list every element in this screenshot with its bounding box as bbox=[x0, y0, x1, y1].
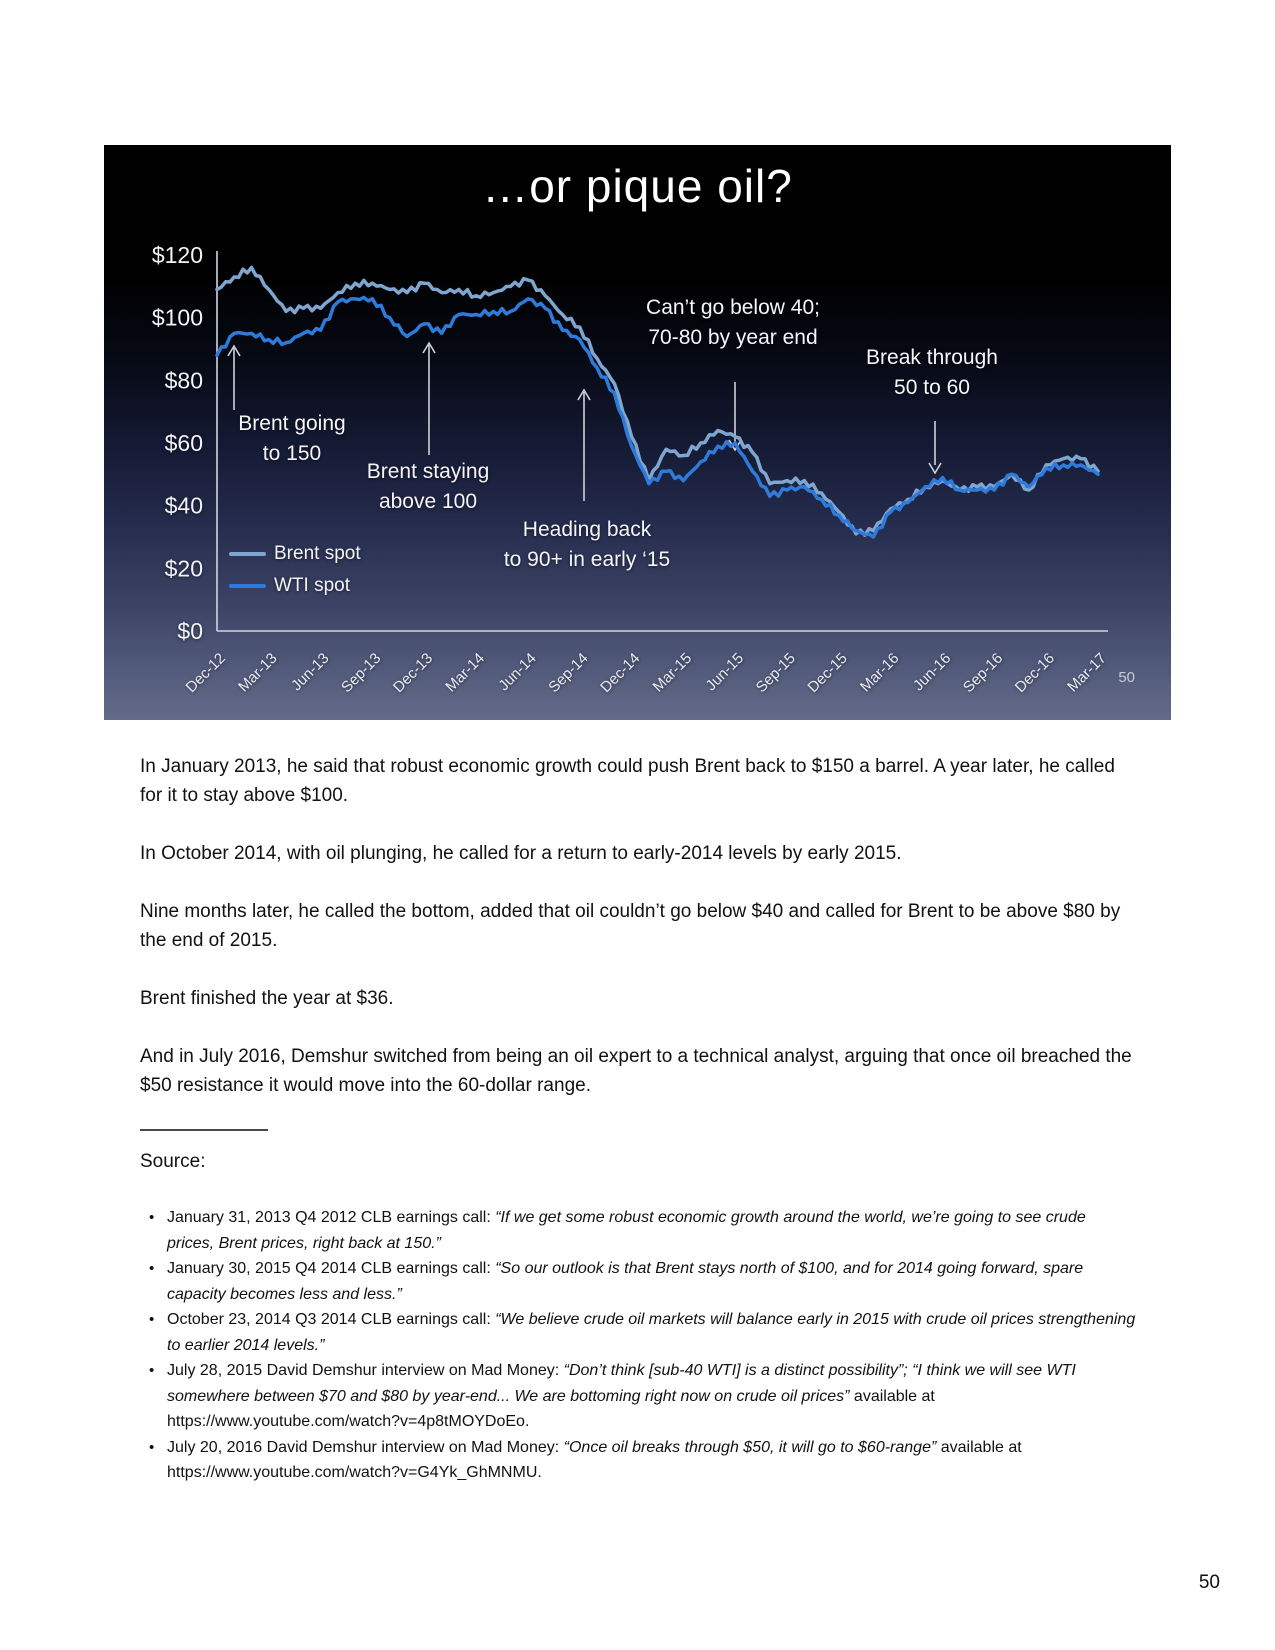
arrow-cant-go-below-40 bbox=[728, 382, 742, 452]
legend-label-brent: Brent spot bbox=[274, 543, 361, 564]
slide-title: …or pique oil? bbox=[482, 160, 793, 212]
source-item: July 28, 2015 David Demshur interview on… bbox=[140, 1358, 1137, 1435]
legend-label-wti: WTI spot bbox=[274, 575, 351, 596]
source-item: January 30, 2015 Q4 2014 CLB earnings ca… bbox=[140, 1256, 1137, 1307]
arrow-heading-back bbox=[577, 388, 591, 501]
y-tick-label: $120 bbox=[152, 242, 203, 268]
series-line-brent-spot bbox=[215, 265, 1100, 538]
footnote-divider bbox=[140, 1129, 268, 1131]
series-line-wti-spot bbox=[215, 295, 1100, 539]
paragraph: Brent finished the year at $36. bbox=[140, 988, 394, 1009]
source-quote: “If we get some robust economic growth a… bbox=[167, 1209, 1086, 1252]
legend-item-wti: WTI spot bbox=[229, 573, 361, 599]
y-tick-label: $20 bbox=[165, 555, 203, 581]
source-item: January 31, 2013 Q4 2012 CLB earnings ca… bbox=[140, 1205, 1137, 1256]
paragraph: In January 2013, he said that robust eco… bbox=[140, 756, 1115, 806]
x-tick-label: Mar-17 bbox=[1064, 650, 1110, 696]
y-tick-label: $100 bbox=[152, 305, 203, 331]
source-lead: January 31, 2013 Q4 2012 CLB earnings ca… bbox=[167, 1209, 496, 1226]
legend-item-brent: Brent spot bbox=[229, 541, 361, 567]
x-tick-label: Jun-15 bbox=[703, 650, 747, 694]
x-tick-label: Dec-12 bbox=[183, 650, 229, 696]
source-quote: “Once oil breaks through $50, it will go… bbox=[563, 1438, 937, 1456]
source-quote: “We believe crude oil markets will balan… bbox=[167, 1311, 1136, 1354]
x-tick-label: Sep-14 bbox=[545, 650, 591, 696]
source-item: July 20, 2016 David Demshur interview on… bbox=[140, 1435, 1137, 1486]
x-tick-label: Mar-13 bbox=[235, 650, 281, 696]
slide-page-number: 50 bbox=[1118, 669, 1135, 686]
x-tick-label: Mar-15 bbox=[650, 650, 696, 696]
source-tail: available at https://www.youtube.com/wat… bbox=[167, 1387, 935, 1431]
source-quote: “Don’t think [sub-40 WTI] is a distinct … bbox=[167, 1362, 1076, 1405]
arrow-break-through bbox=[928, 421, 942, 475]
source-lead: July 28, 2015 David Demshur interview on… bbox=[167, 1362, 564, 1379]
y-tick-label: $80 bbox=[165, 367, 203, 393]
source-lead: January 30, 2015 Q4 2014 CLB earnings ca… bbox=[167, 1260, 496, 1277]
slide-image: …or pique oil? $120 $100 $80 $60 $40 $20 $0 Dec… bbox=[104, 145, 1171, 720]
source-item: October 23, 2014 Q3 2014 CLB earnings ca… bbox=[140, 1307, 1137, 1358]
x-tick-label: Jun-14 bbox=[495, 650, 539, 694]
source-lead: October 23, 2014 Q3 2014 CLB earnings ca… bbox=[167, 1311, 496, 1328]
source-list: January 31, 2013 Q4 2012 CLB earnings ca… bbox=[140, 1205, 1137, 1486]
oil-price-chart: $120 $100 $80 $60 $40 $20 $0 Dec-12 Mar-13 Jun-13… bbox=[152, 242, 1110, 696]
source-label: Source: bbox=[140, 1151, 206, 1172]
x-tick-label: Mar-14 bbox=[442, 650, 488, 696]
x-tick-label: Dec-16 bbox=[1012, 650, 1058, 696]
x-tick-label: Mar-16 bbox=[857, 650, 903, 696]
annotation-brent-staying-above-100: Brent staying above 100 bbox=[366, 460, 490, 513]
x-tick-label: Jun-16 bbox=[910, 650, 954, 694]
wti-line-swatch bbox=[229, 584, 266, 588]
source-quote: “So our outlook is that Brent stays nort… bbox=[167, 1260, 1084, 1303]
document-page-number: 50 bbox=[1198, 1572, 1220, 1593]
annotation-heading-back: Heading back to 90+ in early ‘15 bbox=[503, 518, 671, 571]
paragraph: And in July 2016, Demshur switched from … bbox=[140, 1046, 1132, 1096]
x-tick-label: Dec-13 bbox=[390, 650, 436, 696]
source-tail: available at https://www.youtube.com/wat… bbox=[167, 1438, 1022, 1482]
arrow-brent-staying-above-100 bbox=[422, 341, 436, 455]
x-tick-label: Sep-15 bbox=[753, 650, 799, 696]
y-tick-label: $60 bbox=[165, 430, 203, 456]
chart-legend: Brent spot WTI spot bbox=[229, 541, 361, 605]
y-tick-label: $40 bbox=[165, 493, 203, 519]
arrow-brent-going-to-150 bbox=[227, 344, 241, 410]
x-tick-label: Dec-15 bbox=[804, 650, 850, 696]
x-tick-label: Sep-13 bbox=[338, 650, 384, 696]
y-tick-label: $0 bbox=[177, 618, 203, 644]
annotation-break-through: Break through 50 to 60 bbox=[866, 346, 998, 399]
x-tick-label: Dec-14 bbox=[597, 650, 643, 696]
brent-line-swatch bbox=[229, 552, 266, 556]
source-lead: July 20, 2016 David Demshur interview on… bbox=[167, 1438, 564, 1456]
paragraph: In October 2014, with oil plunging, he c… bbox=[140, 843, 902, 864]
x-tick-label: Sep-16 bbox=[960, 650, 1006, 696]
paragraph: Nine months later, he called the bottom,… bbox=[140, 901, 1121, 951]
body-text: In January 2013, he said that robust eco… bbox=[140, 752, 1137, 1486]
annotation-cant-go-below-40: Can’t go below 40; 70-80 by year end bbox=[646, 296, 820, 349]
x-tick-label: Jun-13 bbox=[288, 650, 332, 694]
annotation-brent-going-to-150: Brent going to 150 bbox=[238, 412, 346, 465]
